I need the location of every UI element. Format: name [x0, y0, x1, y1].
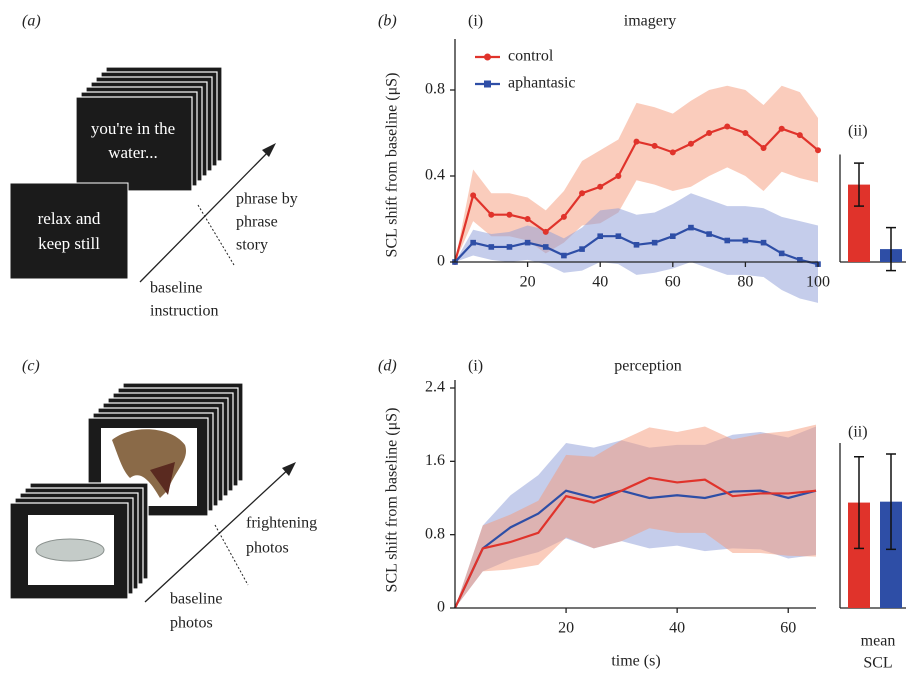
divider	[198, 205, 234, 265]
plate-photo	[36, 539, 104, 561]
point	[779, 126, 785, 132]
point	[670, 233, 676, 239]
point	[670, 149, 676, 155]
baseline-label: baseline	[170, 591, 222, 608]
diagram-a: (a) you're in the water... relax and kee…	[10, 13, 298, 320]
chart-title: imagery	[624, 13, 676, 30]
subpanel-label: (i)	[468, 358, 483, 375]
point	[615, 173, 621, 179]
y-tick-label: 0.4	[425, 167, 445, 184]
x-tick-label: 80	[737, 274, 753, 291]
point	[724, 238, 730, 244]
y-axis-label: SCL shift from baseline (μS)	[384, 408, 401, 593]
point	[561, 214, 567, 220]
phase-label: frightening	[246, 515, 317, 532]
panel-label: (d)	[378, 358, 397, 375]
point	[525, 216, 531, 222]
point	[470, 192, 476, 198]
card-text: water...	[108, 143, 158, 162]
x-tick-label: 60	[780, 620, 796, 637]
subpanel-label: (i)	[468, 13, 483, 30]
x-tick-label: 20	[520, 274, 536, 291]
y-tick-label: 1.6	[425, 452, 445, 469]
point	[507, 244, 513, 250]
phase-label: phrase	[236, 214, 278, 231]
point	[489, 244, 495, 250]
point	[743, 238, 749, 244]
point	[652, 143, 658, 149]
point	[579, 246, 585, 252]
point	[742, 130, 748, 136]
point	[597, 184, 603, 190]
card-text: you're in the	[91, 119, 175, 138]
legend-label: control	[508, 48, 554, 65]
legend-label: aphantasic	[508, 75, 576, 92]
subpanel-label: (ii)	[848, 424, 868, 441]
baseline-label: baseline	[150, 280, 202, 297]
point	[652, 240, 658, 246]
point	[706, 231, 712, 237]
phase-label: story	[236, 237, 268, 254]
point	[761, 145, 767, 151]
x-tick-label: 40	[669, 620, 685, 637]
point	[634, 242, 640, 248]
point	[688, 141, 694, 147]
point	[688, 225, 694, 231]
diagram-c: (c) frightening photos baseline photos	[10, 358, 317, 632]
point	[506, 212, 512, 218]
point	[597, 233, 603, 239]
panel-label: (a)	[22, 13, 41, 30]
legend-marker	[484, 54, 491, 61]
subpanel-label: (ii)	[848, 123, 868, 140]
card-text: relax and	[38, 209, 101, 228]
phase-label: photos	[246, 540, 289, 557]
point	[543, 229, 549, 235]
point	[488, 212, 494, 218]
x-tick-label: 20	[558, 620, 574, 637]
point	[761, 240, 767, 246]
card	[10, 183, 128, 279]
point	[634, 139, 640, 145]
y-axis-label: SCL shift from baseline (μS)	[384, 73, 401, 258]
point	[543, 244, 549, 250]
error-band	[455, 425, 816, 608]
panel-label: (c)	[22, 358, 40, 375]
arrow-head	[262, 143, 276, 157]
point	[525, 240, 531, 246]
x-tick-label: 100	[806, 274, 830, 291]
point	[616, 233, 622, 239]
point	[724, 124, 730, 130]
baseline-label: instruction	[150, 303, 218, 320]
x-axis-label: SCL	[863, 655, 892, 672]
y-tick-label: 2.4	[425, 379, 445, 396]
y-tick-label: 0.8	[425, 81, 445, 98]
figure: (a) you're in the water... relax and kee…	[0, 0, 907, 677]
divider	[215, 525, 248, 585]
point	[815, 147, 821, 153]
point	[706, 130, 712, 136]
y-tick-label: 0	[437, 253, 445, 270]
chart-title: perception	[614, 358, 682, 375]
point	[779, 251, 785, 257]
phase-label: phrase by	[236, 191, 298, 208]
legend-marker	[484, 81, 491, 88]
x-tick-label: 60	[665, 274, 681, 291]
point	[579, 190, 585, 196]
point	[561, 253, 567, 259]
point	[797, 132, 803, 138]
x-axis-label: time (s)	[611, 653, 660, 670]
point	[470, 240, 476, 246]
baseline-label: photos	[170, 615, 213, 632]
x-axis-label: mean	[861, 633, 896, 650]
x-tick-label: 40	[592, 274, 608, 291]
y-tick-label: 0.8	[425, 525, 445, 542]
panel-label: (b)	[378, 13, 397, 30]
y-tick-label: 0	[437, 599, 445, 616]
card-text: keep still	[38, 234, 100, 253]
